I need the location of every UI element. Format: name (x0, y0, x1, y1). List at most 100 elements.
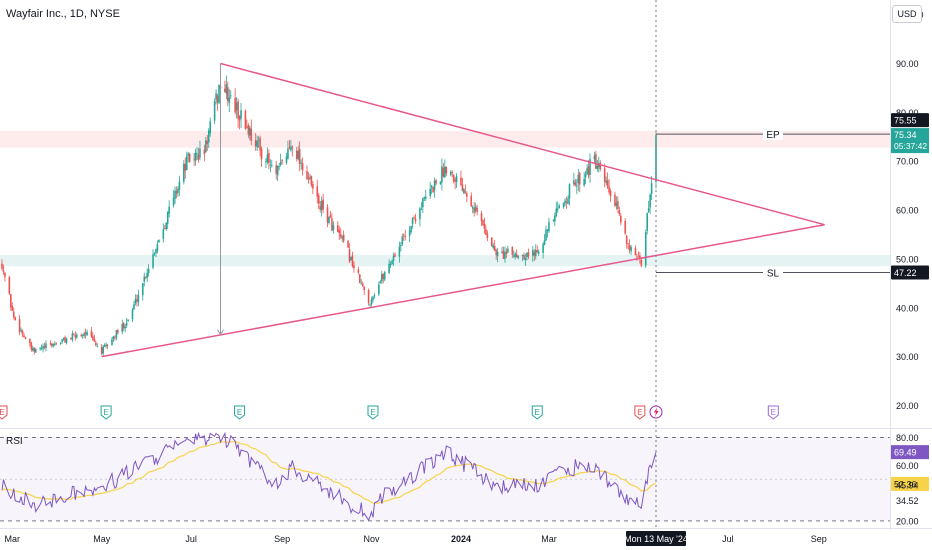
candle (131, 309, 134, 320)
candle (474, 206, 477, 211)
candle (589, 158, 591, 176)
candle (115, 330, 118, 338)
candle (370, 299, 373, 305)
candle (411, 218, 414, 225)
candle (240, 110, 242, 119)
candle (351, 255, 354, 267)
candle (250, 128, 253, 141)
candle (163, 228, 166, 229)
lightning-icon[interactable] (649, 405, 663, 419)
candle (43, 346, 46, 348)
candle (504, 252, 506, 260)
candle (339, 234, 342, 237)
time-cursor-label: Mon 13 May '24 (624, 534, 688, 544)
candle (495, 250, 497, 255)
candle (83, 333, 85, 336)
time-axis-tick: Jul (722, 534, 734, 544)
candle (155, 249, 157, 254)
earnings-icon[interactable]: E (234, 405, 246, 420)
candle (269, 164, 272, 166)
candle (30, 342, 33, 350)
candle (402, 234, 405, 236)
sl-price-badge: 47.22 (894, 268, 917, 278)
candle (238, 115, 241, 121)
candle (229, 95, 232, 97)
candle (244, 110, 247, 129)
price-axis-tick: 40.00 (896, 303, 919, 313)
indicator-name[interactable]: RSI (6, 436, 23, 447)
candle (636, 256, 638, 258)
candle (310, 175, 313, 186)
triangle-lower-line (101, 223, 825, 358)
candle (383, 272, 386, 280)
last-price-value: 75.34 (894, 130, 917, 140)
candle (40, 348, 43, 350)
symbol-title[interactable]: Wayfair Inc., 1D, NYSE (6, 8, 120, 20)
earnings-icon-letter: E (237, 408, 242, 417)
candle (577, 174, 580, 184)
candle (523, 255, 525, 260)
candle (625, 235, 628, 244)
candle (471, 206, 474, 209)
earnings-icon[interactable]: E (100, 405, 112, 420)
candle (372, 296, 374, 301)
candle (319, 205, 322, 210)
candle (420, 209, 423, 210)
candle (435, 180, 437, 184)
candle (136, 299, 138, 302)
candle (75, 334, 78, 338)
candle (404, 236, 407, 237)
candle (121, 323, 124, 332)
candle (454, 179, 456, 182)
candle (617, 201, 619, 209)
candle (216, 95, 219, 103)
currency-button[interactable]: USD (892, 5, 922, 23)
candle (576, 185, 578, 187)
candle (647, 208, 650, 212)
candle (14, 317, 16, 321)
candle (490, 237, 493, 247)
candle (206, 141, 209, 144)
candle (297, 151, 300, 160)
candle (515, 254, 518, 257)
candle (177, 188, 179, 193)
lightning-icon-bolt (654, 407, 659, 417)
candle (433, 180, 436, 190)
earnings-icon[interactable]: E (634, 405, 646, 420)
candle (268, 153, 270, 163)
candle (224, 88, 226, 92)
candle (379, 281, 382, 284)
rsi-ma-badge-bg (891, 476, 929, 491)
candle (452, 174, 455, 182)
time-axis-tick: May (93, 534, 111, 544)
candle (564, 200, 566, 204)
candle (275, 165, 278, 174)
candle (422, 198, 424, 208)
drawings-layer: TP1EPSLEEEEEEE (0, 0, 890, 528)
earnings-icon[interactable]: E (367, 405, 379, 420)
candle (276, 166, 279, 176)
candle (451, 171, 453, 174)
candle (331, 218, 333, 231)
candle (460, 177, 462, 185)
candle (152, 254, 154, 268)
candle (307, 177, 310, 180)
rsi-axis-tick: 60.00 (896, 461, 919, 471)
earnings-icon[interactable]: E (531, 405, 543, 420)
earnings-icon[interactable]: E (767, 405, 779, 420)
candle (367, 290, 370, 304)
candle (583, 178, 585, 186)
candle (209, 121, 212, 134)
candle (419, 208, 421, 220)
background-layer (0, 0, 932, 530)
candle (225, 84, 228, 94)
candle (80, 335, 82, 336)
candle (291, 147, 294, 149)
candle (486, 233, 489, 239)
candle (552, 220, 555, 222)
earnings-icon[interactable]: E (0, 405, 8, 420)
candle (39, 348, 41, 349)
sl-label-bg (763, 266, 783, 279)
